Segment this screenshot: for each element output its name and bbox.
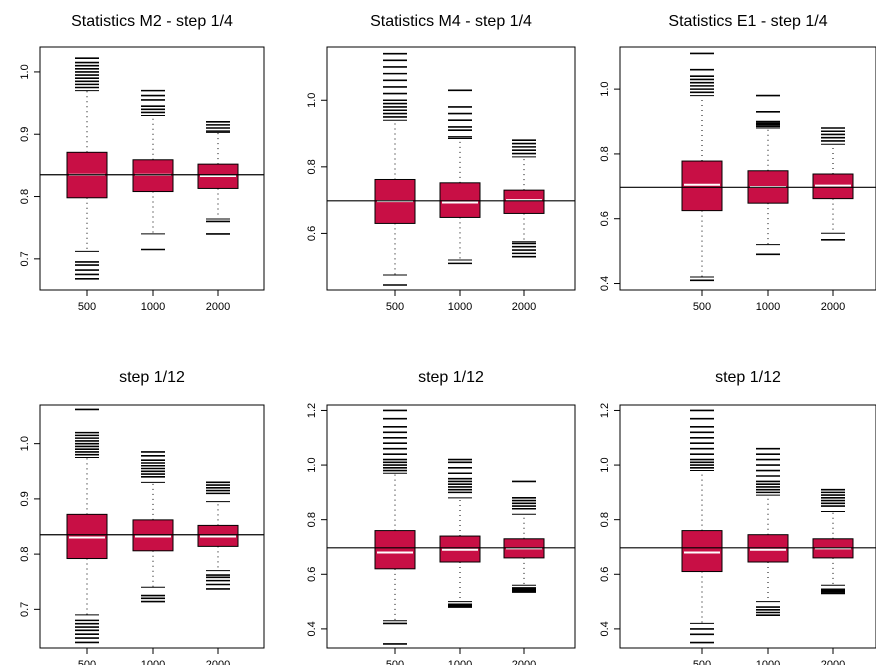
y-tick-label: 0.9 [19, 127, 31, 142]
box-body [503, 189, 545, 214]
y-tick-label: 0.8 [306, 512, 318, 527]
y-tick-label: 0.9 [19, 491, 31, 506]
box-2000 [197, 120, 239, 235]
x-tick-label: 2000 [512, 659, 536, 665]
box-1000 [132, 451, 174, 603]
chart-title: step 1/12 [418, 369, 484, 386]
y-tick-label: 0.4 [599, 276, 611, 291]
x-tick-label: 2000 [206, 659, 230, 665]
x-tick-label: 2000 [821, 301, 845, 313]
box-2000 [503, 139, 545, 258]
y-tick-label: 0.7 [19, 251, 31, 266]
y-tick-label: 0.8 [19, 546, 31, 561]
panel-6: step 1/12 0.4 0.6 0.8 1.0 1.2 500 1000 2000 [599, 369, 876, 665]
box-body [439, 182, 481, 218]
y-tick-label: 1.0 [306, 457, 318, 472]
y-tick-label: 0.8 [599, 512, 611, 527]
box-2000 [503, 480, 545, 593]
box-body [681, 160, 723, 212]
y-tick-label: 0.8 [19, 189, 31, 204]
box-2000 [197, 481, 239, 590]
x-tick-label: 1000 [756, 301, 780, 313]
y-tick-label: 1.0 [599, 457, 611, 472]
plot-frame [326, 46, 576, 291]
x-tick-label: 1000 [141, 659, 165, 665]
panel-4: step 1/12 0.7 0.8 0.9 1.0 500 1000 2000 [19, 369, 265, 665]
chart-title: Statistics M4 - step 1/4 [370, 13, 532, 30]
box-1000 [439, 89, 481, 265]
plot-frame [326, 404, 576, 649]
box-500 [66, 408, 108, 644]
x-tick-label: 2000 [206, 301, 230, 313]
box-500 [66, 57, 108, 280]
box-body [681, 530, 723, 573]
y-tick-label: 1.2 [306, 403, 318, 418]
chart-title: step 1/12 [715, 369, 781, 386]
y-tick-label: 0.6 [306, 226, 318, 241]
box-1000 [132, 89, 174, 251]
y-tick-label: 1.0 [19, 436, 31, 451]
x-tick-label: 1000 [448, 659, 472, 665]
plot-frame [39, 46, 265, 291]
box-body [374, 530, 416, 570]
x-tick-label: 2000 [512, 301, 536, 313]
box-500 [374, 52, 416, 286]
x-tick-label: 500 [386, 659, 404, 665]
box-body [66, 513, 108, 560]
y-tick-label: 1.0 [19, 64, 31, 79]
x-tick-label: 500 [693, 659, 711, 665]
y-tick-label: 0.4 [599, 621, 611, 636]
y-tick-label: 0.6 [599, 211, 611, 226]
y-tick-label: 1.0 [599, 81, 611, 96]
chart-title: Statistics M2 - step 1/4 [71, 13, 233, 30]
box-1000 [747, 94, 789, 256]
y-tick-label: 0.8 [599, 146, 611, 161]
y-tick-label: 1.2 [599, 403, 611, 418]
box-500 [374, 409, 416, 645]
x-tick-label: 2000 [821, 659, 845, 665]
x-tick-label: 500 [693, 301, 711, 313]
y-tick-label: 0.4 [306, 621, 318, 636]
x-tick-label: 1000 [141, 301, 165, 313]
box-500 [681, 409, 723, 644]
y-tick-label: 0.7 [19, 602, 31, 617]
panel-1: Statistics M2 - step 1/4 0.7 0.8 0.9 1.0 500 1… [19, 13, 265, 313]
box-1000 [439, 458, 481, 608]
plot-frame [39, 404, 265, 649]
x-tick-label: 500 [78, 301, 96, 313]
panel-5: step 1/12 0.4 0.6 0.8 1.0 1.2 500 1000 2000 [306, 369, 576, 665]
plot-frame [619, 46, 876, 291]
y-tick-label: 0.6 [599, 567, 611, 582]
panel-2: Statistics M4 - step 1/4 0.6 0.8 1.0 500 1000… [306, 13, 576, 313]
y-tick-label: 0.8 [306, 159, 318, 174]
chart-title: step 1/12 [119, 369, 185, 386]
chart-title: Statistics E1 - step 1/4 [668, 13, 827, 30]
panel-3: Statistics E1 - step 1/4 0.4 0.6 0.8 1.0 500 1… [599, 13, 876, 313]
x-tick-label: 1000 [448, 301, 472, 313]
box-2000 [812, 488, 854, 595]
x-tick-label: 500 [386, 301, 404, 313]
y-tick-label: 0.6 [306, 567, 318, 582]
x-tick-label: 500 [78, 659, 96, 665]
box-500 [681, 52, 723, 282]
y-tick-label: 1.0 [306, 93, 318, 108]
x-tick-label: 1000 [756, 659, 780, 665]
plot-frame [619, 404, 876, 649]
box-2000 [812, 127, 854, 241]
box-1000 [747, 447, 789, 617]
